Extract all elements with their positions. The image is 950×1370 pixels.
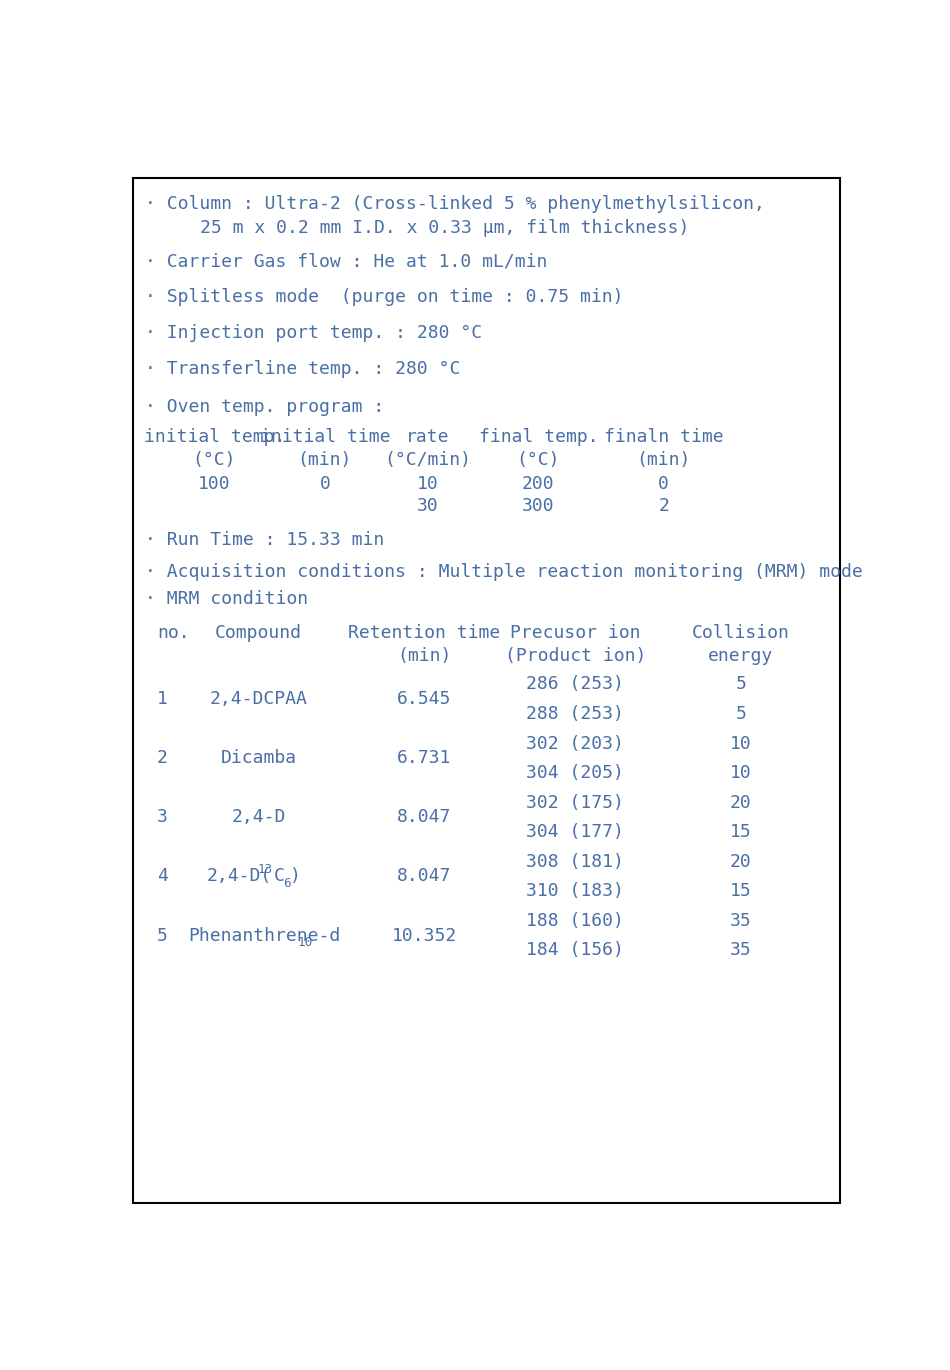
Text: 20: 20 bbox=[730, 793, 751, 811]
Text: 20: 20 bbox=[730, 852, 751, 871]
Text: · Splitless mode  (purge on time : 0.75 min): · Splitless mode (purge on time : 0.75 m… bbox=[144, 288, 623, 307]
Text: 2,4-D: 2,4-D bbox=[232, 808, 286, 826]
Text: 35: 35 bbox=[730, 941, 751, 959]
Text: 0: 0 bbox=[319, 475, 331, 493]
Text: 304 (177): 304 (177) bbox=[526, 823, 624, 841]
Text: 30: 30 bbox=[417, 497, 439, 515]
Text: (min): (min) bbox=[397, 647, 451, 664]
Text: Retention time: Retention time bbox=[348, 623, 501, 641]
Text: · Acquisition conditions : Multiple reaction monitoring (MRM) mode: · Acquisition conditions : Multiple reac… bbox=[144, 563, 863, 581]
Text: initial temp.: initial temp. bbox=[143, 427, 285, 445]
Text: · Column : Ultra-2 (Cross-linked 5 % phenylmethylsilicon,: · Column : Ultra-2 (Cross-linked 5 % phe… bbox=[144, 196, 765, 214]
Text: 25 m x 0.2 mm I.D. x 0.33 μm, film thickness): 25 m x 0.2 mm I.D. x 0.33 μm, film thick… bbox=[200, 219, 689, 237]
Text: 308 (181): 308 (181) bbox=[526, 852, 624, 871]
Text: · MRM condition: · MRM condition bbox=[144, 590, 308, 608]
Text: no.: no. bbox=[157, 623, 190, 641]
FancyBboxPatch shape bbox=[133, 178, 840, 1203]
Text: finaln time: finaln time bbox=[604, 427, 723, 445]
Text: 184 (156): 184 (156) bbox=[526, 941, 624, 959]
Text: 288 (253): 288 (253) bbox=[526, 706, 624, 723]
Text: · Oven temp. program :: · Oven temp. program : bbox=[144, 399, 384, 416]
Text: · Carrier Gas flow : He at 1.0 mL/min: · Carrier Gas flow : He at 1.0 mL/min bbox=[144, 252, 547, 270]
Text: · Transferline temp. : 280 °C: · Transferline temp. : 280 °C bbox=[144, 360, 460, 378]
Text: 3: 3 bbox=[157, 808, 168, 826]
Text: ): ) bbox=[291, 867, 301, 885]
Text: Precusor ion: Precusor ion bbox=[510, 623, 640, 641]
Text: 6.545: 6.545 bbox=[397, 690, 451, 708]
Text: C: C bbox=[274, 867, 284, 885]
Text: 2,4-DCPAA: 2,4-DCPAA bbox=[210, 690, 308, 708]
Text: 2: 2 bbox=[157, 749, 168, 767]
Text: 2,4-D(: 2,4-D( bbox=[207, 867, 273, 885]
Text: (min): (min) bbox=[297, 451, 352, 469]
Text: 300: 300 bbox=[522, 497, 555, 515]
Text: Dicamba: Dicamba bbox=[220, 749, 296, 767]
Text: 15: 15 bbox=[730, 882, 751, 900]
Text: (°C): (°C) bbox=[517, 451, 560, 469]
Text: 286 (253): 286 (253) bbox=[526, 675, 624, 693]
Text: 15: 15 bbox=[730, 823, 751, 841]
Text: 13: 13 bbox=[257, 863, 273, 875]
Text: · Run Time : 15.33 min: · Run Time : 15.33 min bbox=[144, 532, 384, 549]
Text: 6.731: 6.731 bbox=[397, 749, 451, 767]
Text: (Product ion): (Product ion) bbox=[504, 647, 646, 664]
Text: final temp.: final temp. bbox=[479, 427, 598, 445]
Text: 0: 0 bbox=[658, 475, 669, 493]
Text: 4: 4 bbox=[157, 867, 168, 885]
Text: rate: rate bbox=[407, 427, 449, 445]
Text: 304 (205): 304 (205) bbox=[526, 764, 624, 782]
Text: 5: 5 bbox=[735, 706, 747, 723]
Text: 6: 6 bbox=[283, 877, 291, 891]
Text: 8.047: 8.047 bbox=[397, 867, 451, 885]
Text: 5: 5 bbox=[735, 675, 747, 693]
Text: 35: 35 bbox=[730, 912, 751, 930]
Text: Phenanthrene-d: Phenanthrene-d bbox=[189, 926, 341, 944]
Text: Compound: Compound bbox=[215, 623, 302, 641]
Text: 10: 10 bbox=[730, 764, 751, 782]
Text: initial time: initial time bbox=[259, 427, 390, 445]
Text: 8.047: 8.047 bbox=[397, 808, 451, 826]
Text: energy: energy bbox=[709, 647, 773, 664]
Text: Collision: Collision bbox=[692, 623, 789, 641]
Text: 10: 10 bbox=[297, 937, 313, 949]
Text: 100: 100 bbox=[199, 475, 231, 493]
Text: 188 (160): 188 (160) bbox=[526, 912, 624, 930]
Text: (°C/min): (°C/min) bbox=[385, 451, 471, 469]
Text: 10: 10 bbox=[730, 734, 751, 752]
Text: (min): (min) bbox=[636, 451, 691, 469]
Text: 200: 200 bbox=[522, 475, 555, 493]
Text: (°C): (°C) bbox=[193, 451, 237, 469]
Text: 10.352: 10.352 bbox=[391, 926, 457, 944]
Text: 302 (203): 302 (203) bbox=[526, 734, 624, 752]
Text: 5: 5 bbox=[157, 926, 168, 944]
Text: 2: 2 bbox=[658, 497, 669, 515]
Text: 10: 10 bbox=[417, 475, 439, 493]
Text: 1: 1 bbox=[157, 690, 168, 708]
Text: 302 (175): 302 (175) bbox=[526, 793, 624, 811]
Text: 310 (183): 310 (183) bbox=[526, 882, 624, 900]
Text: · Injection port temp. : 280 °C: · Injection port temp. : 280 °C bbox=[144, 325, 482, 342]
